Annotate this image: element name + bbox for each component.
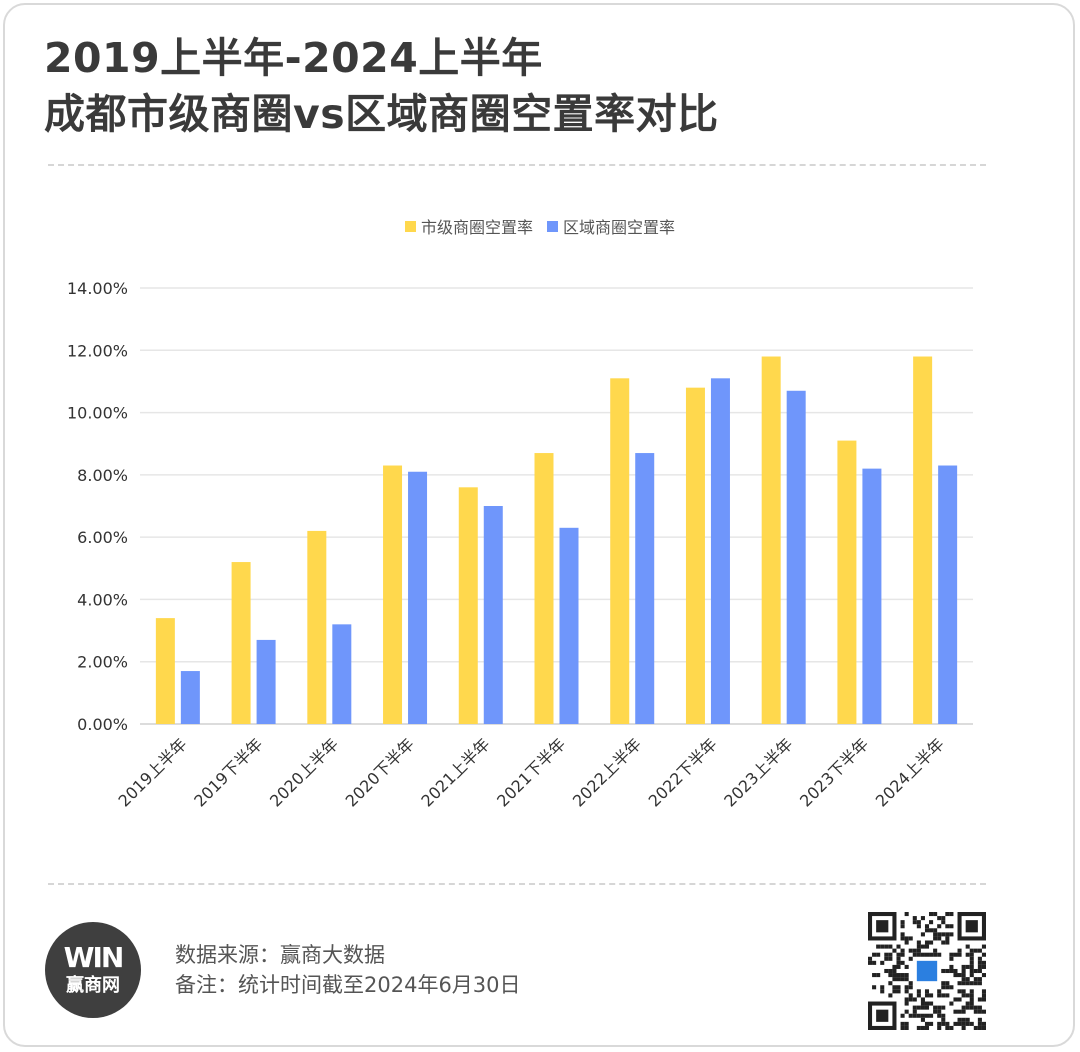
bar-series2 [408,471,428,724]
bar-series1 [837,440,857,724]
bar-series1 [761,356,781,724]
x-tick-label: 2020上半年 [266,734,342,810]
bar-series2 [862,468,882,724]
bar-series2 [180,671,200,724]
bar-series2 [332,624,352,724]
y-tick-label: 14.00% [67,279,128,298]
x-tick-label: 2023上半年 [720,734,796,810]
x-tick-label: 2019下半年 [190,734,266,810]
bar-chart: 0.00% 2.00% 4.00% 6.00% 8.00% 10.00% 12.00% 14.… [67,279,973,811]
y-tick-label: 2.00% [77,653,128,672]
x-tick-label: 2022上半年 [569,734,645,810]
data-source: 数据来源：赢商大数据 [175,943,385,967]
bar-series1 [383,465,403,724]
x-tick-label: 2024上半年 [872,734,948,810]
title-line-1: 2019上半年-2024上半年 [44,34,543,82]
y-tick-label: 6.00% [77,528,128,547]
legend-item-series1: 市级商圈空置率 [404,214,533,238]
y-tick-label: 10.00% [67,404,128,423]
bar-series2 [483,506,503,724]
legend-label-series1: 市级商圈空置率 [420,218,533,237]
footer-notes: 数据来源：赢商大数据 备注：统计时间截至2024年6月30日 [175,940,521,1000]
x-tick-label: 2022下半年 [645,734,721,810]
chart-legend: 市级商圈空置率 区域商圈空置率 [0,214,1080,238]
x-tick-label: 2021下半年 [493,734,569,810]
legend-swatch-series2 [547,220,558,232]
bar-series2 [710,378,730,724]
bar-series2 [256,639,276,724]
bar-series2 [635,453,655,724]
bar-series1 [534,453,554,724]
legend-label-series2: 区域商圈空置率 [563,218,676,237]
bar-series1 [231,562,251,724]
page-title: 2019上半年-2024上半年 成都市级商圈vs区域商圈空置率对比 [44,30,1004,142]
bar-series1 [685,387,705,724]
y-tick-label: 12.00% [67,341,128,360]
x-tick-label: 2023下半年 [796,734,872,810]
top-divider [48,164,986,166]
brand-logo: WIN 赢商网 [45,922,141,1018]
y-tick-label: 0.00% [77,715,128,734]
y-tick-label: 8.00% [77,466,128,485]
footnote: 备注：统计时间截至2024年6月30日 [175,973,521,997]
bar-series1 [610,378,630,724]
legend-item-series2: 区域商圈空置率 [547,214,675,238]
bottom-divider [48,883,986,885]
x-tick-label: 2019上半年 [115,734,191,810]
bar-series1 [155,618,175,724]
title-line-2: 成都市级商圈vs区域商圈空置率对比 [44,90,719,138]
x-tick-label: 2020下半年 [342,734,418,810]
legend-swatch-series1 [404,220,416,232]
logo-mark: WIN [63,941,125,974]
bar-series2 [938,465,958,724]
qr-code-icon [868,912,986,1030]
bar-series2 [559,527,579,724]
bar-series1 [913,356,933,724]
bar-series1 [307,530,327,724]
bar-series2 [786,390,806,724]
y-tick-label: 4.00% [77,590,128,609]
logo-name: 赢商网 [66,975,120,996]
x-tick-label: 2021上半年 [417,734,493,810]
bar-series1 [458,487,478,724]
